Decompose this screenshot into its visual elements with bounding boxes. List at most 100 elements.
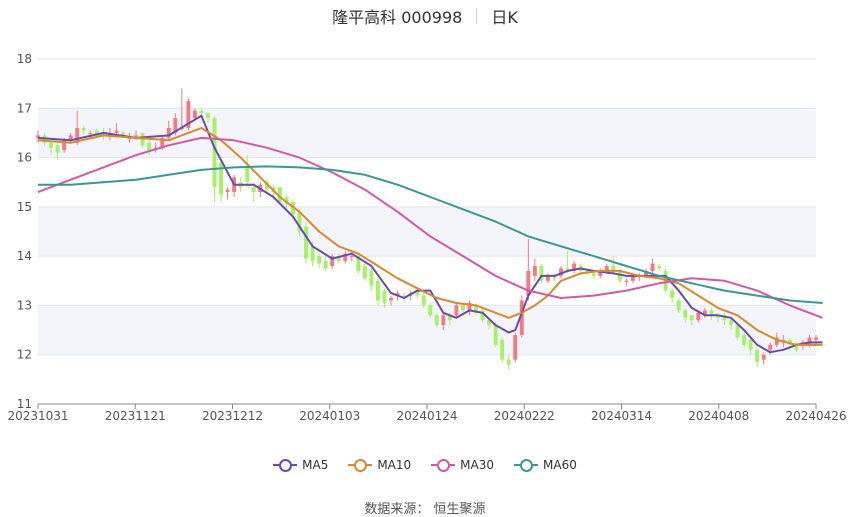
candle-body [428,305,433,316]
candle-body [493,325,498,345]
candle-body [467,302,472,311]
y-tick-label: 17 [17,101,32,115]
x-tick-label: 20231121 [105,409,166,423]
candle-body [389,298,394,301]
x-tick-label: 20240426 [785,409,846,423]
candle-body [186,100,191,128]
candle-body [480,310,485,321]
candle-body [330,256,335,266]
x-tick-label: 20240124 [396,409,457,423]
candle-body [781,339,786,341]
legend-item-ma30[interactable]: MA30 [431,458,494,472]
candle-body [206,113,210,119]
y-tick-label: 16 [17,151,32,165]
x-tick-label: 20231212 [202,409,263,423]
candle-body [742,335,747,345]
x-tick-label: 20231031 [7,409,68,423]
legend-marker-ma30 [431,459,456,472]
candle-body [114,130,119,133]
candle-body [598,270,603,276]
candle-body [173,118,178,133]
candle-body [310,246,315,262]
series-line-ma30 [37,136,823,319]
candle-body [434,315,439,326]
candle-body [565,268,570,271]
candle-body [225,189,230,193]
candle-body [421,295,426,306]
series-line-ma5 [37,114,823,354]
candle-body [650,263,655,271]
candle-body [369,270,374,286]
candle-body [62,140,67,151]
candle-body [774,337,779,345]
candle-body [506,359,511,365]
legend-item-ma60[interactable]: MA60 [514,458,577,472]
candle-body [702,310,707,316]
legend-item-ma10[interactable]: MA10 [348,458,411,472]
candle-body [552,275,557,279]
candle-body [81,128,86,131]
candle-body [212,118,217,188]
candle-body [75,128,80,143]
candle-body [670,290,675,299]
grid-band [38,206,816,257]
candle-body [657,266,662,269]
candle-body [166,128,171,138]
x-tick-label: 20240222 [494,409,555,423]
candle-body [644,270,648,276]
legend-label-ma5: MA5 [302,458,329,472]
candle-body [519,300,524,335]
candle-body [121,132,125,136]
data-source: 数据来源： 恒生聚源 [364,502,486,517]
candle-body [559,268,563,276]
candle-body [277,187,282,202]
candle-body [304,226,309,259]
candle-body [460,305,465,311]
candle-body [415,290,420,296]
candle-body [526,270,531,296]
candle-body [748,339,753,350]
candle-body [55,145,60,153]
candle-body [160,137,165,148]
candle-body [630,275,635,281]
candle-body [794,344,799,350]
candle-body [722,315,727,321]
title-divider [476,8,478,24]
legend-item-ma5[interactable]: MA5 [273,458,328,472]
candle-body [617,270,622,281]
series-line-ma10 [37,127,823,346]
candle-body [729,320,733,326]
y-tick-label: 13 [17,298,32,312]
y-tick-label: 14 [17,249,32,263]
candle-body [441,315,446,326]
candle-body [683,310,688,318]
legend-label-ma60: MA60 [543,458,577,472]
candle-body [336,256,341,262]
x-tick-label: 20240103 [299,409,360,423]
candle-body [68,135,73,141]
candle-body [323,261,328,269]
x-tick-label: 20240314 [591,409,652,423]
candle-body [36,135,40,138]
chart-title-bar: 隆平高科 000998 日K [0,5,850,27]
candle-body [500,339,505,360]
candle-body [735,325,740,338]
candle-body [532,266,537,276]
candle-body [264,182,269,190]
candle-body [192,110,197,119]
period-label[interactable]: 日K [491,8,518,27]
candle-body [572,263,577,271]
legend-marker-ma10 [348,459,373,472]
candle-body [604,266,609,271]
candle-body [147,142,152,151]
candle-body [317,256,322,264]
legend-marker-ma60 [514,459,539,472]
candle-body [591,273,596,276]
legend: MA5 MA10 MA30 MA60 [0,458,850,472]
candle-body [807,337,812,345]
candle-body [768,344,773,350]
candle-body [447,315,452,321]
candle-body [382,290,387,303]
y-tick-label: 12 [17,348,32,362]
